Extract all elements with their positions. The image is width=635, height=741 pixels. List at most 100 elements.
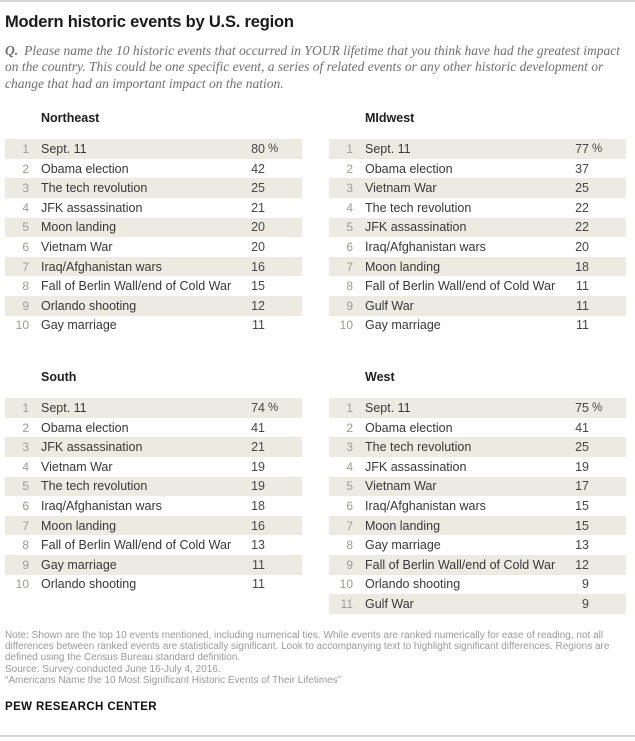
- value-cell: 41: [575, 420, 589, 435]
- event-cell: Gulf War: [365, 596, 414, 611]
- value-cell: 13: [251, 538, 265, 553]
- event-cell: JFK assassination: [41, 440, 143, 455]
- report-title-quote: “Americans Name the 10 Most Significant …: [5, 674, 342, 686]
- value-cell: 74: [251, 401, 265, 415]
- table-row: 2 Obama election 41: [329, 418, 626, 438]
- rank-cell: 5: [22, 479, 29, 494]
- event-cell: Vietnam War: [365, 181, 437, 196]
- rank-cell: 8: [22, 538, 29, 553]
- event-cell: Vietnam War: [41, 459, 113, 474]
- table-row: 1 Sept. 11 75%: [329, 398, 626, 418]
- event-cell: The tech revolution: [41, 479, 148, 494]
- value-cell: 15: [251, 279, 265, 294]
- table-row: 4 The tech revolution 22: [329, 198, 626, 218]
- rank-cell: 4: [22, 200, 29, 215]
- rank-cell: 1: [22, 142, 29, 157]
- region-tables-grid: Northeast 1 Sept. 11 80% 2 Obama election 42 3…: [5, 111, 629, 614]
- event-cell: Gay marriage: [365, 538, 441, 553]
- value-cell: 25: [575, 181, 589, 196]
- event-cell: Gay marriage: [365, 318, 441, 333]
- event-cell: Fall of Berlin Wall/end of Cold War: [365, 279, 556, 294]
- region-table: South 1 Sept. 11 74% 2 Obama election 41 3 JFK …: [5, 371, 302, 614]
- table-row: 5 Vietnam War 17: [329, 476, 626, 497]
- event-cell: The tech revolution: [41, 181, 148, 196]
- page-title: Modern historic events by U.S. region: [5, 13, 294, 31]
- rank-cell: 6: [346, 240, 353, 255]
- table-row: 7 Moon landing 15: [329, 515, 626, 536]
- rank-cell: 7: [22, 259, 29, 274]
- table-row: 1 Sept. 11 80%: [5, 139, 302, 159]
- event-cell: Gulf War: [365, 298, 414, 313]
- table-row: 8 Gay marriage 13: [329, 535, 626, 555]
- percent-sign: %: [592, 143, 603, 156]
- rank-cell: 10: [339, 318, 353, 333]
- value-cell: 20: [251, 220, 265, 235]
- value-cell: 22: [575, 200, 589, 215]
- rank-cell: 11: [340, 596, 353, 611]
- value-cell: 11: [576, 318, 589, 333]
- value-cell: 12: [251, 298, 265, 313]
- table-row: 1 Sept. 11 74%: [5, 398, 302, 418]
- table-row: 7 Moon landing 16: [5, 515, 302, 536]
- rank-cell: 6: [22, 240, 29, 255]
- value-cell: 77: [575, 142, 589, 157]
- value-cell: 20: [575, 240, 589, 255]
- table-row: 3 JFK assassination 21: [5, 437, 302, 457]
- event-cell: Vietnam War: [41, 240, 113, 255]
- event-cell: Iraq/Afghanistan wars: [41, 498, 162, 513]
- event-cell: The tech revolution: [365, 440, 472, 455]
- event-cell: Orlando shooting: [365, 577, 461, 592]
- event-cell: Obama election: [41, 420, 129, 435]
- table-row: 9 Gay marriage 11: [5, 554, 302, 575]
- rank-cell: 2: [346, 161, 353, 176]
- rank-cell: 9: [346, 557, 353, 572]
- table-body: 1 Sept. 11 74% 2 Obama election 41 3 JFK assass…: [5, 398, 302, 594]
- region-title: MIdwest: [365, 111, 415, 126]
- value-cell: 11: [252, 577, 265, 592]
- event-cell: Sept. 11: [41, 142, 87, 157]
- value-cell: 19: [251, 479, 265, 494]
- rank-cell: 2: [346, 420, 353, 435]
- event-cell: Fall of Berlin Wall/end of Cold War: [41, 538, 232, 553]
- value-cell: 25: [575, 440, 589, 455]
- rank-cell: 3: [346, 440, 353, 455]
- table-row: 8 Fall of Berlin Wall/end of Cold War 11: [329, 276, 626, 296]
- value-cell: 12: [575, 557, 589, 572]
- event-cell: JFK assassination: [365, 220, 467, 235]
- event-cell: Obama election: [365, 161, 453, 176]
- table-row: 4 JFK assassination 19: [329, 457, 626, 477]
- table-row: 9 Fall of Berlin Wall/end of Cold War 12: [329, 554, 626, 575]
- table-row: 2 Obama election 42: [5, 159, 302, 179]
- event-cell: Orlando shooting: [41, 298, 137, 313]
- value-cell: 37: [575, 161, 589, 176]
- rank-cell: 5: [22, 220, 29, 235]
- event-cell: Iraq/Afghanistan wars: [365, 240, 486, 255]
- region-title: West: [365, 370, 395, 385]
- event-cell: Iraq/Afghanistan wars: [41, 259, 162, 274]
- event-cell: Sept. 11: [365, 401, 411, 415]
- table-row: 10 Gay marriage 11: [329, 316, 626, 336]
- value-cell: 16: [251, 518, 265, 533]
- table-body: 1 Sept. 11 80% 2 Obama election 42 3 The tech r…: [5, 139, 302, 335]
- value-cell: 11: [252, 557, 265, 572]
- table-row: 3 Vietnam War 25: [329, 178, 626, 199]
- value-cell: 42: [251, 161, 265, 176]
- rank-cell: 7: [346, 259, 353, 274]
- rank-cell: 5: [346, 479, 353, 494]
- rank-cell: 1: [346, 142, 353, 157]
- rank-cell: 8: [346, 279, 353, 294]
- value-cell: 22: [575, 220, 589, 235]
- table-row: 2 Obama election 41: [5, 418, 302, 438]
- table-row: 7 Moon landing 18: [329, 256, 626, 277]
- value-cell: 13: [575, 538, 589, 553]
- event-cell: Moon landing: [365, 259, 441, 274]
- value-cell: 11: [252, 318, 265, 333]
- event-cell: Obama election: [365, 420, 453, 435]
- value-cell: 16: [251, 259, 265, 274]
- table-row: 5 Moon landing 20: [5, 217, 302, 238]
- table-row: 4 JFK assassination 21: [5, 198, 302, 218]
- event-cell: Sept. 11: [41, 401, 87, 415]
- event-cell: Sept. 11: [365, 142, 411, 157]
- rank-cell: 10: [15, 577, 29, 592]
